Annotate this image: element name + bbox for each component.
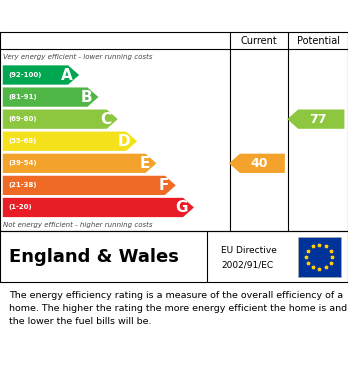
- Polygon shape: [287, 109, 345, 129]
- Polygon shape: [3, 109, 118, 129]
- Text: D: D: [118, 134, 130, 149]
- Text: 77: 77: [309, 113, 327, 126]
- Text: (81-91): (81-91): [8, 94, 37, 100]
- Text: B: B: [80, 90, 92, 104]
- Text: A: A: [61, 68, 73, 83]
- Text: Very energy efficient - lower running costs: Very energy efficient - lower running co…: [3, 54, 152, 59]
- Text: Current: Current: [241, 36, 278, 45]
- Text: 2002/91/EC: 2002/91/EC: [221, 260, 273, 269]
- Text: (92-100): (92-100): [8, 72, 41, 78]
- Text: Not energy efficient - higher running costs: Not energy efficient - higher running co…: [3, 222, 152, 228]
- Text: G: G: [175, 200, 188, 215]
- Polygon shape: [3, 132, 137, 151]
- Text: 40: 40: [251, 157, 268, 170]
- Polygon shape: [3, 154, 157, 173]
- Text: Energy Efficiency Rating: Energy Efficiency Rating: [9, 7, 238, 25]
- Bar: [298, 237, 341, 277]
- Polygon shape: [3, 65, 79, 84]
- Polygon shape: [229, 154, 285, 173]
- Text: England & Wales: England & Wales: [9, 248, 179, 266]
- Text: (21-38): (21-38): [8, 182, 37, 188]
- Polygon shape: [3, 88, 98, 107]
- Text: C: C: [100, 112, 111, 127]
- Polygon shape: [3, 176, 176, 195]
- Text: (1-20): (1-20): [8, 204, 32, 210]
- Text: F: F: [159, 178, 169, 193]
- Text: (69-80): (69-80): [8, 116, 37, 122]
- Text: EU Directive: EU Directive: [221, 246, 277, 255]
- Polygon shape: [3, 198, 194, 217]
- Text: (39-54): (39-54): [8, 160, 37, 166]
- Text: The energy efficiency rating is a measure of the overall efficiency of a home. T: The energy efficiency rating is a measur…: [9, 291, 347, 326]
- Text: Potential: Potential: [296, 36, 340, 45]
- Text: (55-68): (55-68): [8, 138, 36, 144]
- Text: E: E: [140, 156, 150, 171]
